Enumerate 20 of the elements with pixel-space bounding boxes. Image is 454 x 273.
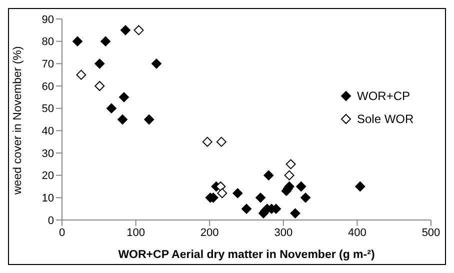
y-tick-label: 60 bbox=[42, 80, 54, 93]
y-tick-label: 80 bbox=[42, 36, 54, 48]
legend-label: WOR+CP bbox=[357, 89, 410, 103]
x-tick-label: 100 bbox=[126, 226, 145, 239]
x-axis-title: WOR+CP Aerial dry matter in November (g m-²) bbox=[118, 249, 375, 261]
y-tick-label: 0 bbox=[48, 214, 54, 227]
y-tick-label: 70 bbox=[42, 58, 54, 71]
legend-label: Sole WOR bbox=[357, 112, 414, 126]
y-tick-label: 90 bbox=[42, 14, 54, 26]
y-tick-label: 20 bbox=[42, 170, 54, 182]
x-tick-label: 200 bbox=[200, 226, 219, 239]
x-tick-label: 0 bbox=[58, 226, 66, 239]
x-tick-label: 300 bbox=[274, 226, 293, 239]
x-tick-label: 400 bbox=[348, 226, 366, 239]
y-tick-label: 30 bbox=[42, 148, 54, 160]
y-tick-label: 40 bbox=[42, 126, 54, 138]
y-axis-title: weed cover in November (%) bbox=[12, 46, 24, 196]
x-tick-label: 500 bbox=[422, 226, 440, 239]
y-tick-label: 50 bbox=[42, 103, 54, 116]
y-tick-label: 10 bbox=[42, 192, 54, 205]
